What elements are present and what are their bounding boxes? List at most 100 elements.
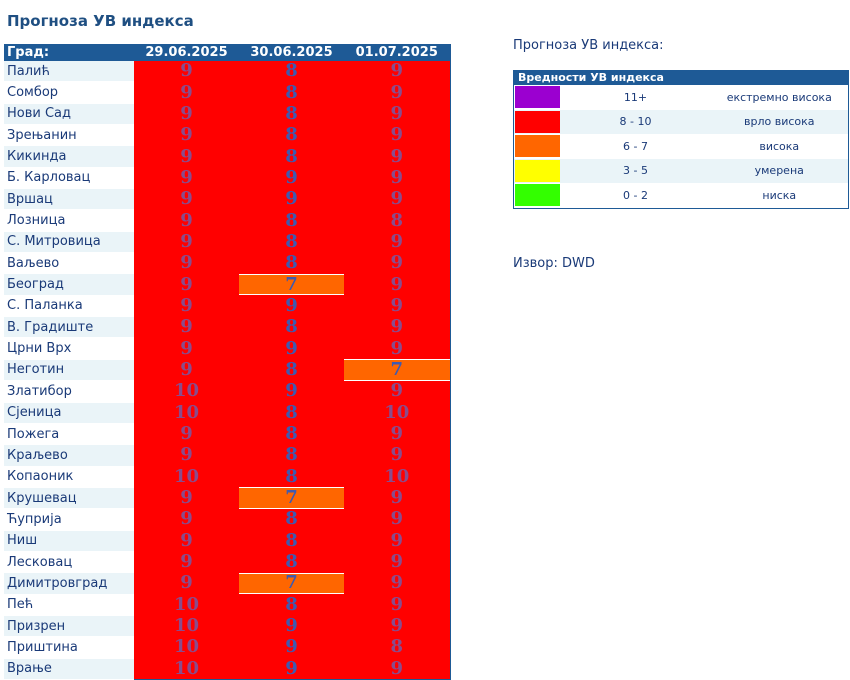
table-row: Нови Сад 9 8 9: [4, 103, 450, 126]
uv-value-cell: 8: [239, 145, 344, 168]
uv-value-cell: 10: [134, 380, 239, 402]
uv-value-cell: 10: [134, 615, 239, 637]
uv-value-cell: 9: [134, 316, 239, 338]
city-name: Приштина: [4, 636, 134, 659]
uv-value-cell: 9: [134, 103, 239, 125]
uv-value-cell: 9: [344, 615, 450, 637]
table-row: Сомбор 9 8 9: [4, 81, 450, 104]
uv-value-cell: 9: [134, 167, 239, 189]
table-row: Врање 10 9 9: [4, 658, 450, 680]
uv-value-cell: 7: [239, 273, 344, 296]
table-row: Пожега 9 8 9: [4, 423, 450, 446]
legend-range: 8 - 10: [560, 109, 711, 134]
uv-value-cell: 8: [239, 209, 344, 232]
legend-row: 11+ екстремно висока: [514, 85, 849, 110]
city-name: Врање: [4, 658, 134, 680]
legend-swatch-cell: [513, 158, 561, 183]
city-name: Лозница: [4, 209, 134, 232]
uv-value-cell: 9: [344, 658, 450, 680]
color-swatch: [515, 184, 560, 207]
color-swatch: [515, 110, 560, 133]
uv-forecast-table: Град: 29.06.2025 30.06.2025 01.07.2025 П…: [4, 44, 451, 680]
uv-value-cell: 8: [239, 594, 344, 616]
legend-range: 6 - 7: [623, 139, 648, 153]
table-row: Црни Врх 9 9 9: [4, 337, 450, 360]
header-date-2: 30.06.2025: [239, 44, 344, 61]
uv-value-cell: 9: [134, 423, 239, 445]
uv-value-cell: 8: [344, 209, 450, 232]
header-date-1: 29.06.2025: [134, 44, 239, 61]
color-swatch: [515, 135, 560, 158]
city-name: Ваљево: [4, 252, 134, 275]
table-row: Крушевац 9 7 9: [4, 487, 450, 510]
legend-range: 3 - 5: [560, 158, 711, 183]
header-city: Град:: [4, 44, 134, 61]
legend-row: 3 - 5 умерена: [513, 158, 849, 183]
header-date-3: 01.07.2025: [344, 44, 450, 61]
uv-value-cell: 9: [344, 231, 450, 253]
source-label: Извор: DWD: [513, 256, 595, 271]
table-row: Палић 9 8 9: [4, 61, 450, 83]
city-name: Кикинда: [4, 145, 134, 168]
legend-swatch-cell: [513, 109, 561, 134]
city-name: Црни Врх: [4, 337, 134, 360]
uv-value-cell: 10: [344, 466, 450, 488]
legend-swatch-cell: [514, 183, 561, 208]
uv-value-cell: 8: [239, 423, 344, 445]
table-row: Лозница 9 8 8: [4, 209, 450, 232]
table-row: Златибор 10 9 9: [4, 380, 450, 403]
page-title: Прогноза УВ индекса: [7, 12, 194, 30]
uv-value-cell: 9: [344, 124, 450, 146]
table-row: Пећ 10 8 9: [4, 594, 450, 616]
table-row: В. Градиште 9 8 9: [4, 316, 450, 339]
uv-value-cell: 7: [239, 572, 344, 595]
uv-value-cell: 10: [344, 402, 450, 424]
uv-value-cell: 9: [134, 61, 239, 82]
uv-value-cell: 9: [344, 145, 450, 168]
table-row: Краљево 9 8 9: [4, 444, 450, 467]
legend-row: 6 - 7 висока: [514, 134, 849, 159]
uv-value-cell: 9: [134, 487, 239, 509]
uv-value-cell: 8: [239, 103, 344, 125]
uv-value-cell: 9: [239, 380, 344, 402]
uv-value-cell: 8: [239, 444, 344, 467]
uv-value-cell: 9: [134, 188, 239, 210]
uv-value-cell: 9: [239, 615, 344, 637]
uv-value-cell: 8: [344, 636, 450, 659]
uv-value-cell: 8: [239, 359, 344, 381]
uv-value-cell: 8: [239, 508, 344, 531]
city-name: Београд: [4, 273, 134, 296]
city-name: В. Градиште: [4, 316, 134, 339]
table-row: Ћуприја 9 8 9: [4, 508, 450, 531]
uv-value-cell: 9: [134, 508, 239, 531]
uv-value-cell: 7: [239, 487, 344, 509]
table-row: Ваљево 9 8 9: [4, 252, 450, 275]
city-name: Димитровград: [4, 572, 134, 595]
legend-header: Вредности УВ индекса: [513, 70, 849, 85]
table-row: Приштина 10 9 8: [4, 636, 450, 659]
legend-row: 8 - 10 врло висока: [513, 109, 849, 134]
uv-value-cell: 9: [134, 295, 239, 317]
legend-swatch-cell: [514, 134, 561, 159]
uv-value-cell: 9: [344, 337, 450, 360]
uv-value: 7: [239, 274, 344, 295]
uv-value-cell: 8: [239, 530, 344, 552]
table-row: Лесковац 9 8 9: [4, 551, 450, 574]
uv-value-cell: 9: [134, 145, 239, 168]
legend-label: висока: [759, 139, 800, 153]
table-header-row: Град: 29.06.2025 30.06.2025 01.07.2025: [4, 44, 450, 61]
color-swatch: [515, 86, 560, 109]
uv-value-cell: 8: [239, 551, 344, 573]
uv-value-cell: 9: [134, 231, 239, 253]
legend-swatch-cell: [514, 85, 561, 110]
uv-value-cell: 8: [239, 402, 344, 424]
table-row: Вршац 9 9 9: [4, 188, 450, 211]
uv-value-cell: 8: [239, 316, 344, 338]
uv-value-cell: 9: [344, 487, 450, 509]
uv-value-cell: 9: [344, 103, 450, 125]
uv-value-cell: 8: [239, 81, 344, 104]
uv-value-cell: 9: [344, 444, 450, 467]
table-row: Кикинда 9 8 9: [4, 145, 450, 168]
uv-value-cell: 9: [344, 508, 450, 531]
table-row: С. Митровица 9 8 9: [4, 231, 450, 254]
